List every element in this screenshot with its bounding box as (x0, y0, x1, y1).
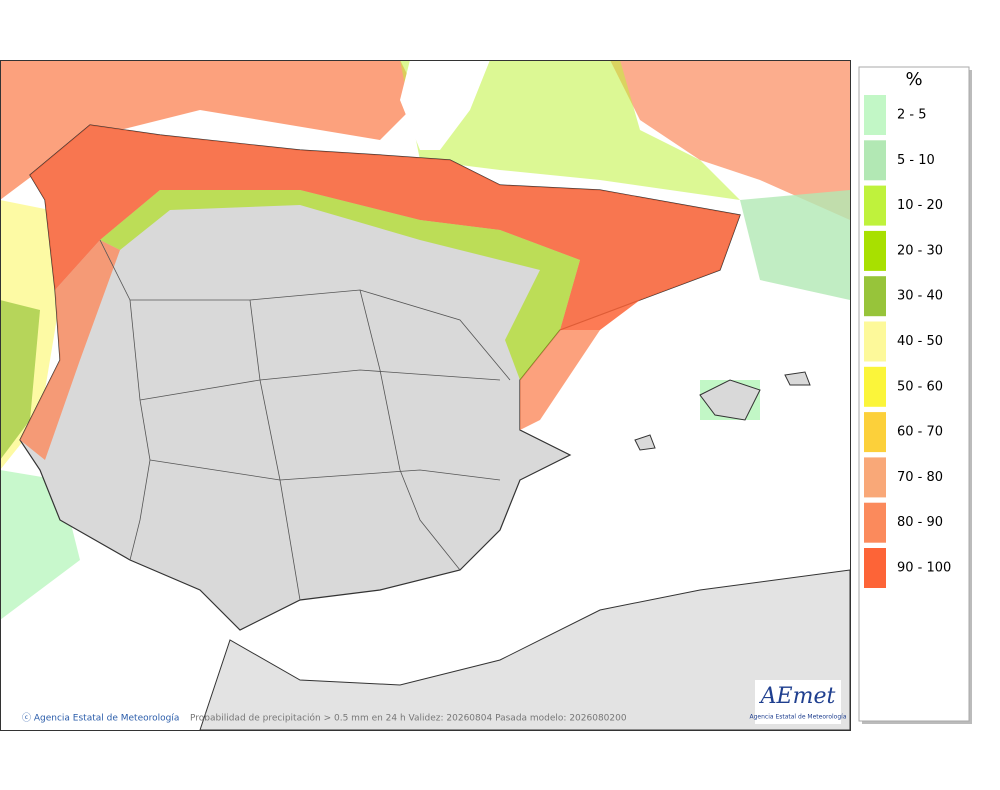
legend-label: 50 - 60 (897, 379, 943, 394)
logo-box (755, 680, 841, 724)
map: AEmet Agencia Estatal de Meteorología ⓒ … (0, 60, 850, 730)
legend-swatch (864, 276, 886, 317)
logo-subtitle: Agencia Estatal de Meteorología (750, 714, 847, 721)
legend: % 2 - 5 5 - 10 10 - 20 20 - 30 30 - 40 40 - 5… (858, 66, 972, 724)
legend-label: 10 - 20 (897, 198, 943, 213)
legend-swatch (864, 412, 886, 453)
legend-label: 80 - 90 (897, 515, 943, 530)
legend-swatch (864, 185, 886, 226)
legend-swatch (864, 548, 886, 588)
legend-label: 2 - 5 (897, 108, 927, 123)
legend-label: 40 - 50 (897, 334, 943, 349)
map-frame (0, 60, 851, 731)
region-borders (99, 239, 511, 601)
legend-title: % (905, 69, 922, 90)
legend-label: 30 - 40 (897, 289, 943, 304)
legend-swatch (864, 140, 886, 181)
legend-swatch (864, 230, 886, 271)
legend-swatch (864, 321, 886, 362)
logo-name: AEmet (759, 684, 836, 709)
legend-label: 60 - 70 (897, 425, 943, 440)
legend-label: 20 - 30 (897, 243, 943, 258)
legend-swatch (864, 95, 886, 135)
legend-swatch (864, 502, 886, 543)
legend-swatch (864, 366, 886, 407)
legend-label: 90 - 100 (897, 561, 951, 576)
france (400, 60, 490, 150)
legend-swatch (864, 457, 886, 498)
copyright: ⓒ Agencia Estatal de Meteorología (22, 713, 179, 724)
africa (199, 569, 850, 730)
legend-label: 70 - 80 (897, 470, 943, 485)
balearic-islands (634, 371, 811, 451)
caption: Probabilidad de precipitación > 0.5 mm e… (190, 713, 627, 724)
legend-label: 5 - 10 (897, 153, 935, 168)
